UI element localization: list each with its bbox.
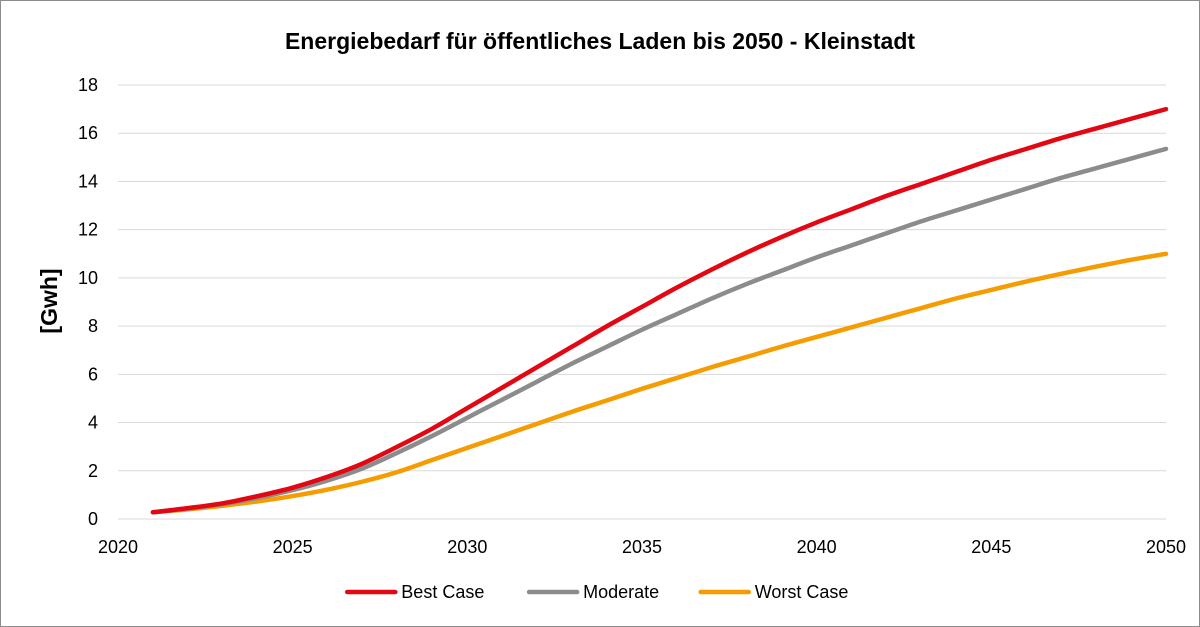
legend-label-worst-case: Worst Case [755,582,849,602]
x-tick-label: 2025 [273,537,313,557]
x-tick-label: 2020 [98,537,138,557]
x-tick-label: 2030 [447,537,487,557]
y-tick-label: 4 [88,413,98,433]
series-lines [150,106,1169,515]
y-tick-label: 2 [88,461,98,481]
y-tick-label: 14 [78,171,98,191]
legend-label-moderate: Moderate [583,582,659,602]
series-line-worst-case [150,251,1169,515]
series-line-moderate [150,146,1169,515]
x-axis-ticks: 2020 2025 2030 2035 2040 2045 2050 [98,537,1186,557]
y-axis-label: [Gwh] [36,268,62,333]
y-axis-ticks: 0 2 4 6 8 10 12 14 16 18 [78,75,98,529]
y-tick-label: 10 [78,268,98,288]
series-line-best-case [150,106,1169,515]
x-tick-label: 2050 [1146,537,1186,557]
legend-label-best-case: Best Case [401,582,484,602]
legend: Best Case Moderate Worst Case [345,582,849,602]
y-tick-label: 8 [88,316,98,336]
y-tick-label: 6 [88,364,98,384]
y-tick-label: 0 [88,509,98,529]
y-tick-label: 12 [78,220,98,240]
chart-title: Energiebedarf für öffentliches Laden bis… [285,28,915,54]
y-tick-label: 16 [78,123,98,143]
y-tick-label: 18 [78,75,98,95]
x-tick-label: 2040 [797,537,837,557]
x-tick-label: 2045 [971,537,1011,557]
x-tick-label: 2035 [622,537,662,557]
gridlines [118,84,1166,472]
